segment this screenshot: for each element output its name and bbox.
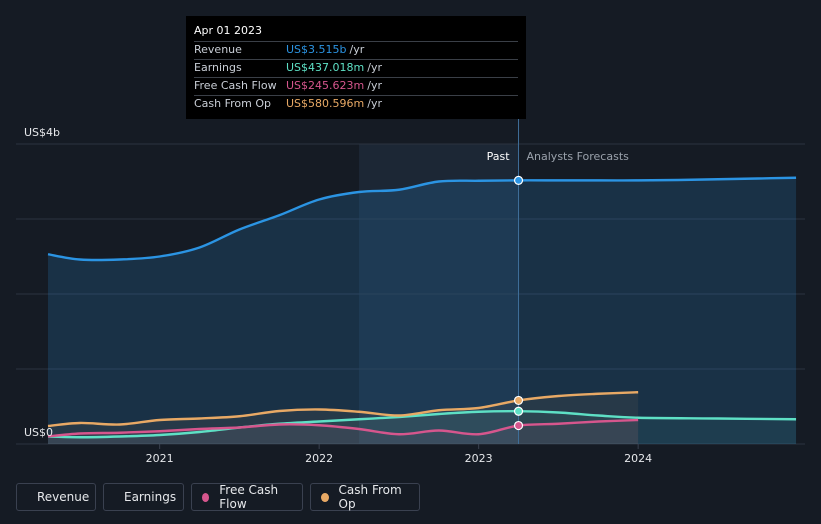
y-axis-bottom-label: US$0 — [24, 426, 53, 439]
cash-from-op-line — [47, 391, 639, 428]
earnings-area — [48, 411, 797, 444]
tooltip-row-cash-from-op: Cash From Op US$580.596m /yr — [194, 95, 518, 113]
x-tick-label: 2022 — [305, 452, 333, 465]
tooltip-value: US$437.018m — [286, 61, 365, 74]
legend-free-cash-flow[interactable]: Free Cash Flow — [191, 483, 303, 511]
tooltip-value: US$580.596m — [286, 97, 365, 110]
tooltip-value: US$245.623m — [286, 79, 365, 92]
tooltip-unit: /yr — [367, 97, 382, 110]
free-cash-flow-marker — [513, 420, 524, 431]
x-axis-ticks: 2021 2022 2023 2024 — [146, 444, 652, 465]
legend-label: Revenue — [37, 490, 90, 504]
x-tick-label: 2021 — [146, 452, 174, 465]
tooltip-unit: /yr — [367, 61, 382, 74]
past-label: Past — [487, 150, 511, 163]
revenue-line — [47, 176, 797, 262]
hover-markers — [513, 175, 524, 431]
series-lines — [47, 176, 797, 439]
legend-label: Earnings — [124, 490, 177, 504]
tooltip-label: Earnings — [194, 61, 242, 74]
tooltip-label: Revenue — [194, 43, 242, 56]
revenue-area — [48, 177, 797, 444]
tooltip-label: Cash From Op — [194, 97, 272, 110]
forecast-label: Analysts Forecasts — [527, 150, 630, 163]
earnings-line — [47, 409, 797, 439]
tooltip-value: US$3.515b — [286, 43, 347, 56]
series-areas — [48, 177, 797, 444]
x-tick-label: 2024 — [624, 452, 652, 465]
tooltip-row-free-cash-flow: Free Cash Flow US$245.623m /yr — [194, 77, 518, 95]
legend-dot-icon — [321, 492, 329, 502]
free-cash-flow-line — [47, 418, 639, 438]
tooltip-row-revenue: Revenue US$3.515b /yr — [194, 41, 518, 59]
legend-earnings[interactable]: Earnings — [103, 483, 184, 511]
y-axis-top-label: US$4b — [24, 126, 60, 139]
tooltip-date: Apr 01 2023 — [194, 24, 263, 37]
free-cash-flow-area — [48, 420, 639, 444]
x-tick-label: 2023 — [465, 452, 493, 465]
earnings-marker — [513, 406, 524, 416]
hover-tooltip: Apr 01 2023 Revenue US$3.515b /yr Earnin… — [186, 16, 526, 119]
tooltip-row-earnings: Earnings US$437.018m /yr — [194, 59, 518, 77]
cash-from-op-marker — [513, 395, 524, 406]
legend-cash-from-op[interactable]: Cash From Op — [310, 483, 420, 511]
tooltip-unit: /yr — [367, 79, 382, 92]
tooltip-unit: /yr — [349, 43, 365, 56]
revenue-marker — [513, 175, 524, 185]
legend-dot-icon — [202, 492, 210, 502]
gridlines — [16, 143, 805, 445]
legend-revenue[interactable]: Revenue — [16, 483, 96, 511]
legend-label: Free Cash Flow — [219, 483, 279, 511]
tooltip-label: Free Cash Flow — [194, 79, 277, 92]
legend-label: Cash From Op — [338, 483, 402, 511]
